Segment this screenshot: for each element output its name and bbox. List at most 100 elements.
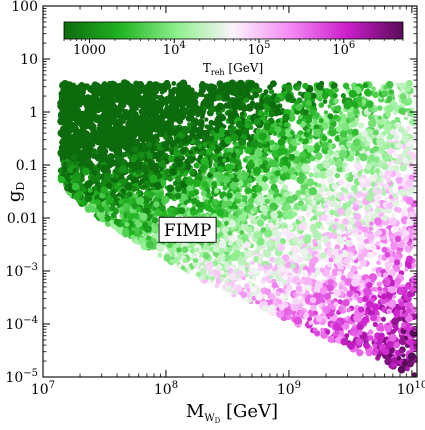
scatter-point bbox=[209, 276, 215, 281]
scatter-point bbox=[230, 84, 239, 92]
scatter-point bbox=[322, 99, 328, 104]
scatter-point bbox=[242, 157, 248, 163]
scatter-point bbox=[84, 194, 93, 203]
scatter-point bbox=[197, 118, 205, 126]
scatter-point bbox=[205, 84, 213, 92]
scatter-point bbox=[126, 191, 133, 198]
scatter-point bbox=[277, 147, 286, 156]
scatter-point bbox=[159, 204, 167, 212]
scatter-point bbox=[376, 353, 381, 359]
scatter-point bbox=[377, 105, 383, 111]
scatter-point bbox=[225, 285, 233, 293]
scatter-point bbox=[298, 114, 303, 120]
scatter-point bbox=[203, 253, 210, 260]
scatter-point bbox=[320, 327, 325, 332]
scatter-point bbox=[344, 333, 350, 338]
scatter-point bbox=[339, 137, 344, 142]
scatter-point bbox=[330, 82, 338, 90]
scatter-point bbox=[145, 240, 154, 249]
scatter-point bbox=[406, 338, 414, 346]
scatter-point bbox=[246, 227, 253, 234]
scatter-point bbox=[383, 85, 388, 90]
scatter-point bbox=[253, 118, 261, 126]
scatter-point bbox=[342, 258, 348, 264]
scatter-point bbox=[293, 316, 302, 325]
scatter-point bbox=[138, 83, 143, 88]
scatter-point bbox=[346, 135, 353, 142]
scatter-point bbox=[299, 151, 307, 159]
scatter-point bbox=[306, 128, 311, 133]
scatter-point bbox=[300, 269, 309, 278]
scatter-point bbox=[226, 200, 233, 207]
scatter-point bbox=[348, 89, 357, 98]
scatter-point bbox=[205, 261, 214, 270]
scatter-point bbox=[77, 155, 83, 160]
scatter-point bbox=[381, 246, 388, 253]
scatter-point bbox=[229, 252, 238, 262]
scatter-point bbox=[333, 301, 339, 307]
scatter-point bbox=[351, 228, 357, 234]
scatter-point bbox=[322, 282, 328, 288]
scatter-point bbox=[157, 252, 163, 258]
scatter-point bbox=[268, 89, 275, 95]
scatter-point bbox=[261, 175, 268, 182]
scatter-point bbox=[147, 81, 154, 88]
scatter-point bbox=[352, 204, 360, 212]
scatter-point bbox=[269, 294, 276, 300]
scatter-point bbox=[130, 234, 136, 240]
scatter-point bbox=[345, 182, 351, 188]
scatter-point bbox=[237, 174, 243, 180]
scatter-point bbox=[313, 128, 322, 137]
scatter-point bbox=[191, 156, 197, 162]
scatter-point bbox=[257, 87, 263, 94]
scatter-point bbox=[397, 315, 403, 322]
scatter-point bbox=[327, 263, 332, 268]
scatter-point bbox=[256, 219, 265, 227]
scatter-point bbox=[372, 187, 378, 194]
scatter-point bbox=[334, 172, 341, 179]
scatter-point bbox=[251, 276, 257, 282]
scatter-point bbox=[142, 222, 148, 228]
scatter-point bbox=[398, 107, 406, 115]
scatter-point bbox=[361, 226, 369, 233]
scatter-point bbox=[270, 210, 279, 219]
scatter-point bbox=[112, 89, 118, 94]
scatter-point bbox=[314, 287, 321, 294]
scatter-point bbox=[269, 257, 274, 262]
scatter-point bbox=[57, 175, 66, 184]
scatter-point bbox=[353, 108, 360, 115]
scatter-point bbox=[368, 119, 377, 128]
scatter-point bbox=[366, 128, 371, 133]
scatter-point bbox=[254, 149, 263, 158]
scatter-point bbox=[332, 92, 338, 99]
scatter-point bbox=[342, 299, 350, 307]
scatter-point bbox=[355, 156, 361, 162]
scatter-point bbox=[308, 172, 314, 178]
scatter-point bbox=[395, 142, 402, 149]
scatter-point bbox=[297, 295, 303, 301]
scatter-point bbox=[310, 304, 317, 312]
scatter-point bbox=[188, 149, 194, 155]
scatter-point bbox=[99, 92, 107, 100]
scatter-point bbox=[191, 92, 199, 101]
scatter-point bbox=[401, 360, 408, 367]
scatter-points bbox=[57, 79, 417, 377]
scatter-point bbox=[256, 194, 265, 203]
scatter-point bbox=[193, 258, 199, 263]
scatter-point bbox=[338, 306, 344, 312]
scatter-point bbox=[193, 146, 199, 152]
scatter-point bbox=[153, 201, 160, 208]
scatter-point bbox=[394, 277, 402, 285]
scatter-point bbox=[274, 196, 282, 204]
scatter-point bbox=[113, 218, 120, 225]
scatter-point bbox=[259, 249, 264, 255]
scatter-point bbox=[156, 243, 165, 253]
scatter-point bbox=[73, 160, 78, 166]
scatter-point bbox=[342, 218, 349, 225]
scatter-point bbox=[372, 321, 378, 327]
scatter-point bbox=[370, 181, 376, 187]
scatter-point bbox=[244, 187, 252, 195]
scatter-point bbox=[275, 274, 283, 282]
scatter-point bbox=[224, 163, 233, 171]
scatter-point bbox=[103, 167, 109, 174]
